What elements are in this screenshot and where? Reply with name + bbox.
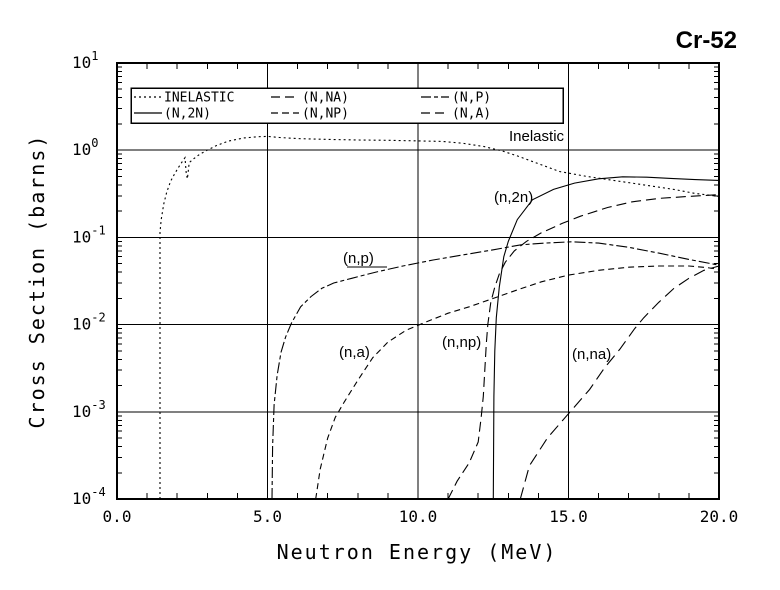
legend: INELASTIC (N,NA) (N,P) (N,2N) (N,NP) (N,A) <box>130 87 564 124</box>
y-tick-label: 10-2 <box>72 311 106 334</box>
legend-label: (N,2N) <box>164 107 211 122</box>
x-tick-label: 10.0 <box>399 507 438 526</box>
y-tick-label: 10-1 <box>72 223 106 246</box>
annotation-nna: (n,na) <box>572 346 611 363</box>
x-tick-label: 20.0 <box>700 507 739 526</box>
curve-inelastic <box>159 135 720 499</box>
x-tick-label: 0.0 <box>103 507 132 526</box>
plot-frame <box>116 62 720 500</box>
legend-label: (N,NA) <box>302 91 349 106</box>
generated-plot-layers: 0.0 5.0 10.0 15.0 20.0 101 100 10-1 10-2 10-3 10-4… <box>72 49 738 526</box>
curve-n-2n <box>492 176 720 500</box>
legend-box <box>130 87 564 124</box>
x-tick-label: 5.0 <box>253 507 282 526</box>
y-tick-label: 10-3 <box>72 398 106 421</box>
annotation-inelastic: Inelastic <box>509 128 565 145</box>
y-tick-label: 10-4 <box>72 485 106 508</box>
y-tick-label: 100 <box>72 136 99 159</box>
annotation-na: (n,a) <box>339 344 370 361</box>
curve-n-p <box>271 241 720 500</box>
legend-label: INELASTIC <box>164 91 234 106</box>
x-axis-title: Neutron Energy (MeV) <box>277 540 558 564</box>
legend-label: (N,P) <box>452 91 491 106</box>
curve-n-a <box>315 265 720 500</box>
chart-title: Cr-52 <box>676 27 737 54</box>
y-tick-label: 101 <box>72 49 99 72</box>
annotation-nnp: (n,np) <box>442 334 481 351</box>
curve-n-na <box>519 265 720 500</box>
x-tick-label: 15.0 <box>549 507 588 526</box>
legend-label: (N,NP) <box>302 107 349 122</box>
annotation-n2n: (n,2n) <box>494 189 533 206</box>
curve-n-np <box>447 194 720 500</box>
y-axis-title: Cross Section (barns) <box>25 134 49 429</box>
legend-label: (N,A) <box>452 107 491 122</box>
annotation-np: (n,p) <box>343 250 374 267</box>
